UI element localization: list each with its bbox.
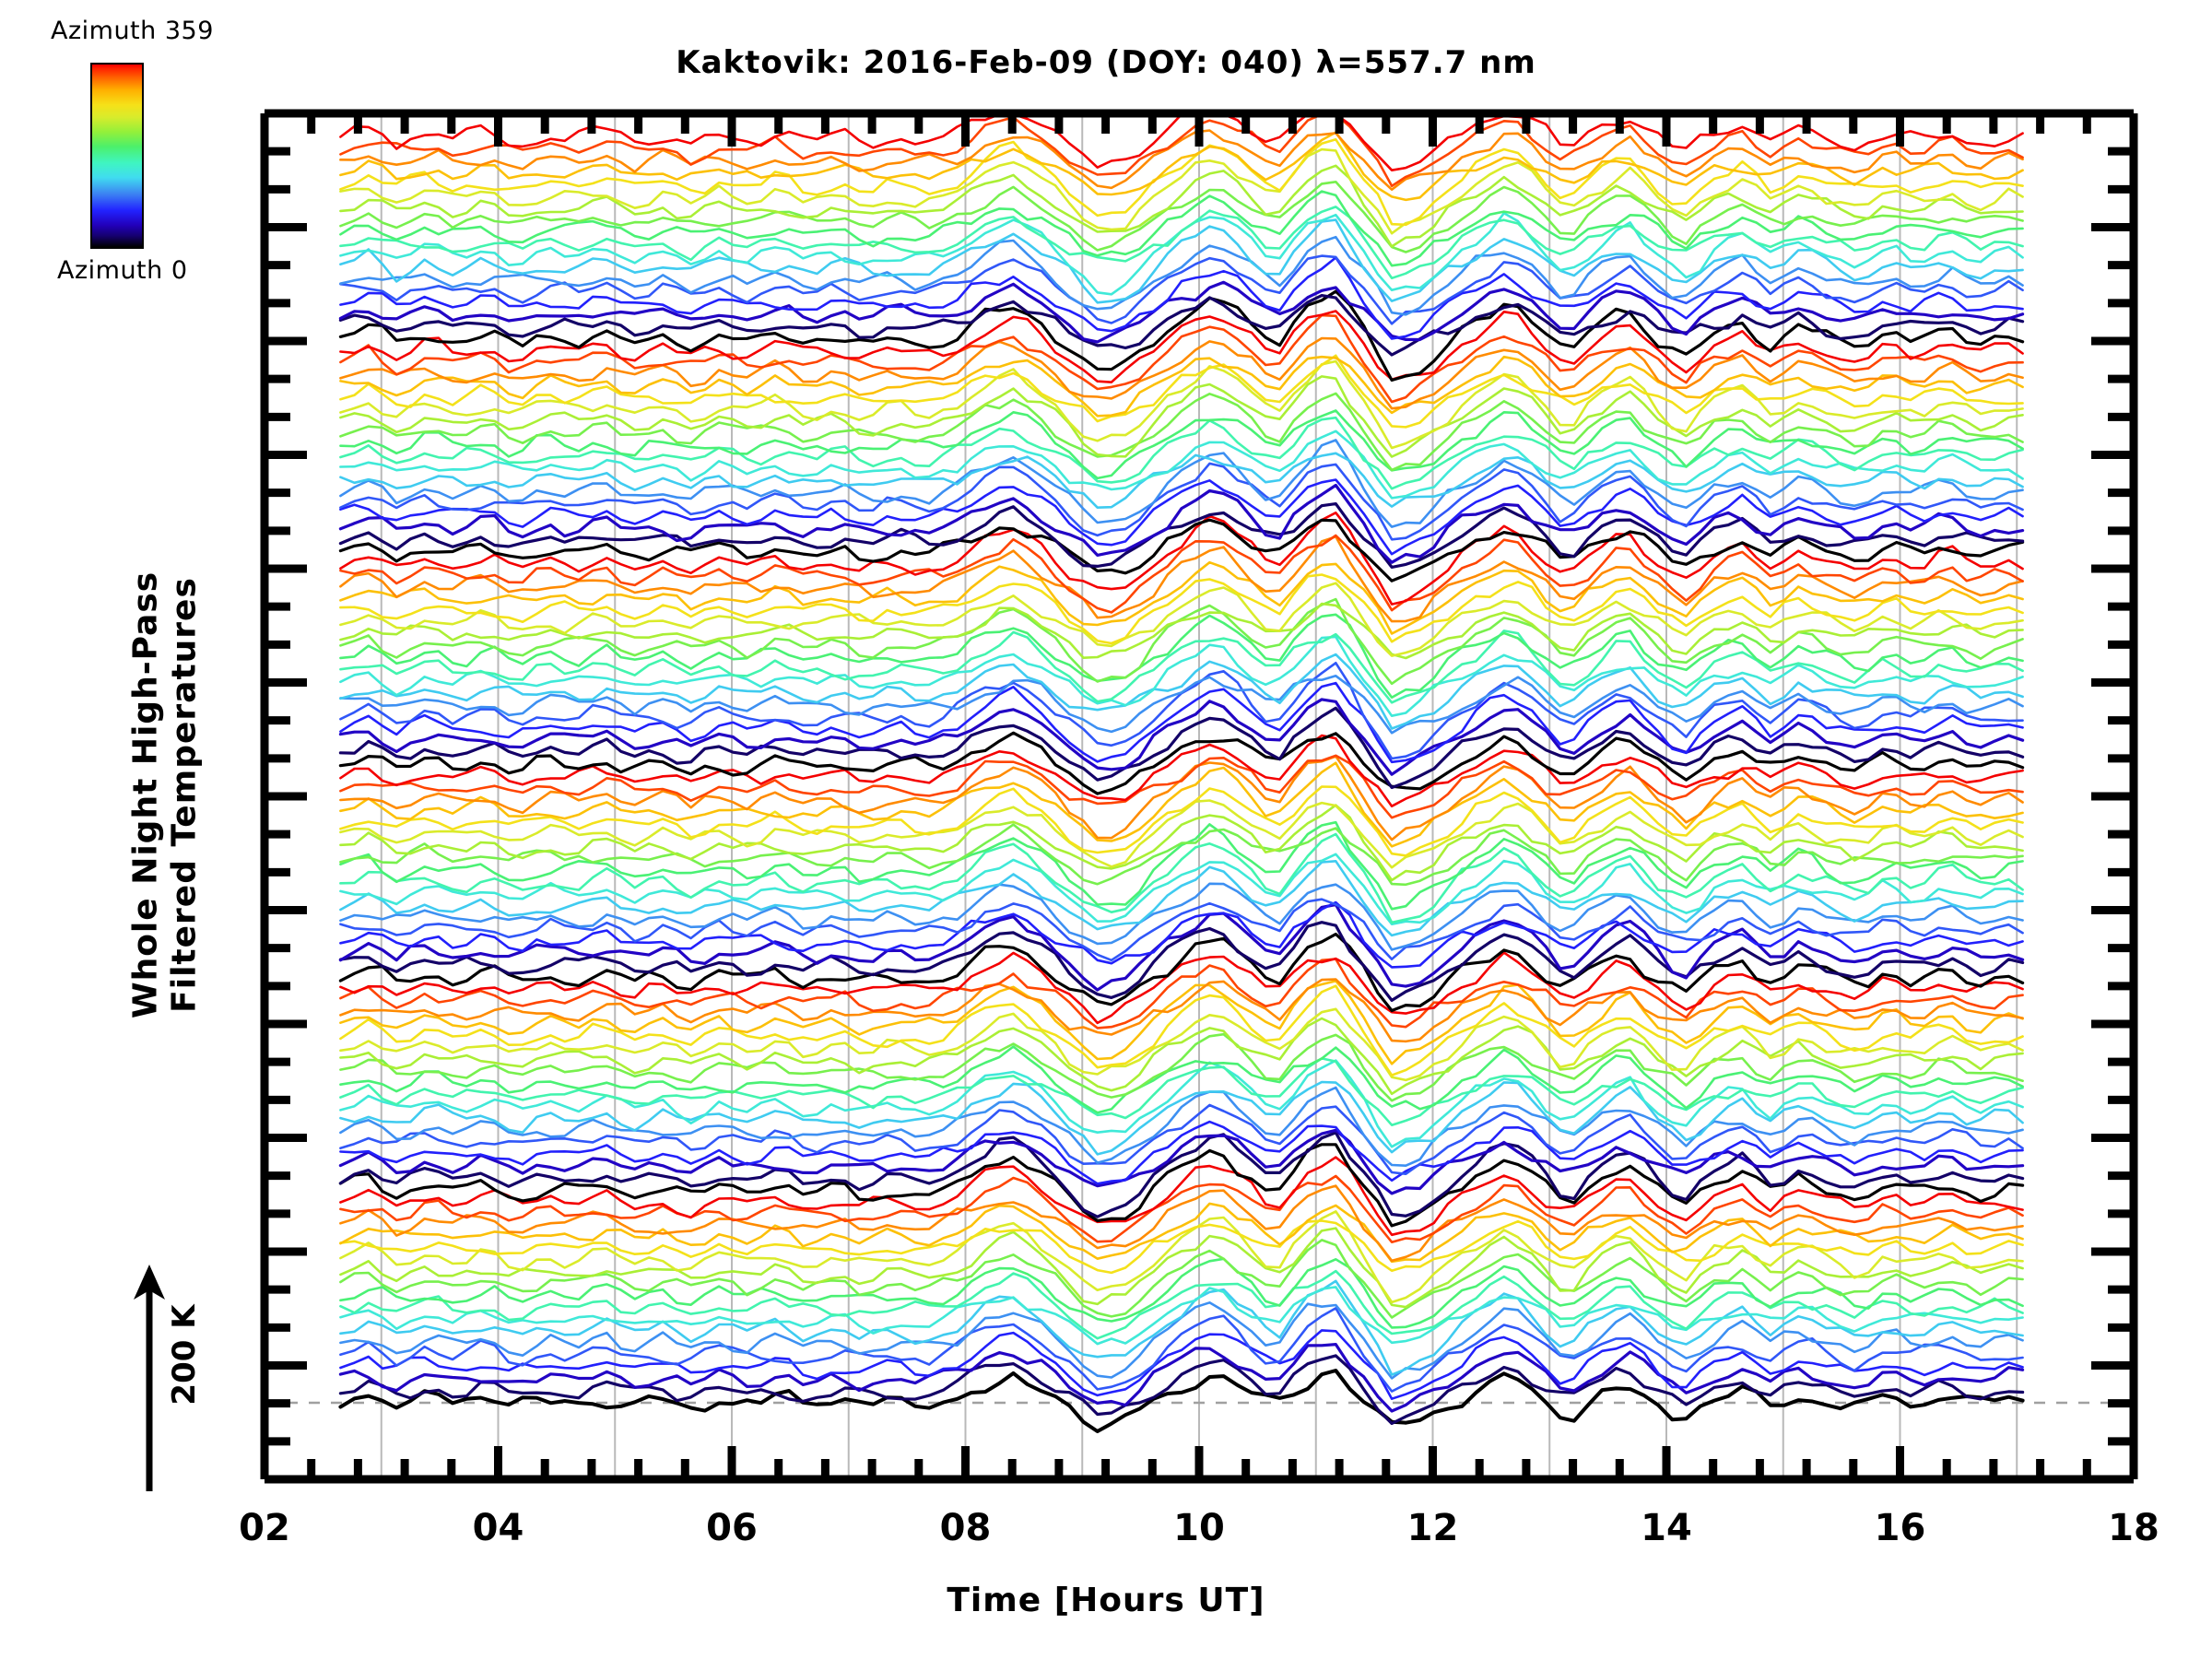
colorbar-min-label: Azimuth 0 — [57, 256, 188, 285]
x-tick-label: 12 — [1407, 1507, 1459, 1549]
data-traces — [338, 112, 2025, 1433]
azimuth-colorbar: Azimuth 359 Azimuth 0 — [0, 0, 276, 285]
x-tick-label: 08 — [940, 1507, 992, 1549]
axes-frame — [260, 109, 2138, 1484]
up-arrow-icon — [134, 1265, 165, 1491]
x-tick-label: 14 — [1641, 1507, 1692, 1549]
scale-bar: 200 K — [129, 1263, 249, 1493]
page-title: Kaktovik: 2016-Feb-09 (DOY: 040) λ=557.7… — [676, 44, 1536, 81]
colorbar-gradient-swatch — [90, 63, 144, 249]
x-tick-label: 06 — [706, 1507, 758, 1549]
x-tick-labels: 02 04 06 08 10 12 14 16 18 — [239, 1507, 2159, 1549]
x-tick-label: 10 — [1173, 1507, 1225, 1549]
x-tick-label: 18 — [2108, 1507, 2159, 1549]
x-tick-label: 04 — [473, 1507, 524, 1549]
colorbar-max-label: Azimuth 359 — [51, 17, 214, 45]
x-tick-label: 16 — [1875, 1507, 1926, 1549]
x-axis-title: Time [Hours UT] — [947, 1582, 1265, 1619]
x-tick-label: 02 — [239, 1507, 290, 1549]
